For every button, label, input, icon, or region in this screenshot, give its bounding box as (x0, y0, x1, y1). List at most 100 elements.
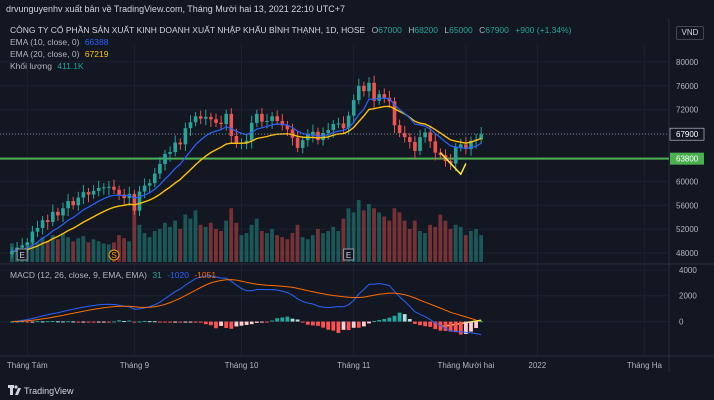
candle-body (469, 140, 473, 150)
candle-body (479, 134, 483, 140)
volume-bar (55, 239, 60, 262)
macd-histogram-bar (362, 321, 366, 327)
change-value: +900 (+1.34%) (515, 25, 572, 35)
candle-body (56, 211, 60, 216)
volume-bar (208, 222, 213, 262)
current-price-label: 67900 (676, 130, 699, 139)
macd-histogram-bar (458, 321, 463, 335)
macd-histogram-bar (474, 321, 478, 329)
macd-histogram-bar (305, 321, 310, 325)
macd-histogram-bar (443, 321, 448, 331)
candle-body (408, 137, 412, 142)
candle-body (10, 251, 14, 255)
macd-histogram-bar (341, 321, 346, 330)
candle-body (336, 123, 341, 125)
candle-body (168, 152, 172, 154)
candle-body (224, 113, 228, 125)
volume-bar (372, 208, 376, 262)
volume-bar (346, 208, 351, 262)
volume-bar (469, 231, 473, 262)
price-chart[interactable]: 8000076000720006800064000600005600052000… (0, 18, 714, 382)
low-label: L (444, 25, 450, 35)
volume-bar (351, 212, 356, 262)
volume-bar (101, 243, 106, 262)
candle-body (285, 125, 290, 130)
ema10-line (11, 97, 482, 252)
earnings-event-marker (343, 248, 355, 261)
volume-bar (203, 226, 208, 262)
candle-body (229, 113, 234, 136)
candle-body (51, 211, 55, 222)
macd-legend: MACD (12, 26, close, 9, EMA, EMA) 31 -10… (10, 270, 216, 280)
candle-body (311, 131, 315, 135)
ema10-legend: EMA (10, close, 0) 66388 (10, 37, 108, 47)
candle-body (331, 124, 336, 131)
low-value: 65000 (449, 25, 473, 35)
macd-histogram-bar (316, 321, 320, 326)
candle-body (300, 140, 305, 148)
volume-bar (61, 233, 65, 262)
candle-body (76, 197, 81, 206)
event-marker-label: E (346, 251, 351, 260)
macd-histogram-bar (311, 321, 315, 326)
currency-button[interactable]: VND (676, 26, 704, 40)
volume-bar (280, 237, 285, 262)
macd-hist-value: 31 (152, 270, 162, 280)
macd-histogram-bar (423, 321, 427, 327)
macd-histogram-bar (91, 321, 96, 323)
support-price-label: 63800 (676, 155, 699, 164)
volume-bar (117, 235, 121, 262)
candle-body (132, 193, 137, 211)
volume-bar (259, 231, 264, 262)
candle-body (219, 122, 223, 125)
volume-bar (173, 220, 177, 262)
price-tick-label: 60000 (676, 177, 699, 186)
macd-histogram-bar (402, 314, 407, 322)
macd-histogram-bar (249, 321, 254, 325)
candle-body (193, 116, 198, 123)
candle-body (260, 113, 264, 122)
macd-tick-label: 2000 (679, 292, 697, 301)
macd-histogram-bar (142, 320, 147, 322)
price-tick-label: 72000 (676, 106, 699, 115)
candle-body (158, 164, 162, 174)
macd-histogram-bar (101, 321, 106, 323)
macd-histogram-bar (372, 321, 376, 323)
volume-bar (448, 228, 453, 262)
macd-histogram-bar (96, 321, 101, 323)
candle-body (423, 132, 427, 138)
macd-histogram-bar (10, 321, 14, 323)
macd-histogram-bar (25, 321, 30, 323)
macd-histogram-bar (71, 321, 76, 323)
volume-bar (428, 224, 432, 262)
candle-body (351, 100, 356, 116)
symbol-title: CÔNG TY CỔ PHẦN SẢN XUẤT KINH DOANH XUẤT… (10, 25, 366, 35)
candle-body (255, 113, 259, 123)
candle-body (137, 191, 142, 211)
candle-body (147, 183, 152, 186)
volume-bar (326, 231, 330, 262)
time-tick-label: Tháng 11 (337, 361, 371, 370)
footer-brand: TradingView (24, 386, 74, 396)
ema20-value: 67219 (84, 49, 109, 59)
macd-tick-label: 0 (679, 318, 684, 327)
open-label: O (371, 25, 379, 35)
candle-body (122, 194, 126, 199)
macd-histogram-bar (265, 321, 269, 323)
candle-body (209, 116, 213, 120)
price-tick-label: 80000 (676, 58, 699, 67)
macd-histogram-bar (397, 312, 402, 322)
candle-body (265, 121, 269, 123)
macd-histogram-bar (234, 321, 239, 327)
candle-body (66, 201, 70, 209)
volume-bar (479, 235, 483, 262)
volume-bar (377, 212, 381, 262)
macd-histogram-bar (280, 317, 285, 322)
macd-histogram-bar (295, 319, 300, 322)
macd-histogram-bar (418, 321, 422, 326)
ema10-label: EMA (10, close, 0) (10, 37, 80, 47)
candle-body (142, 185, 147, 192)
volume-bar (387, 220, 392, 262)
candle-body (280, 121, 285, 126)
candle-body (382, 94, 387, 98)
